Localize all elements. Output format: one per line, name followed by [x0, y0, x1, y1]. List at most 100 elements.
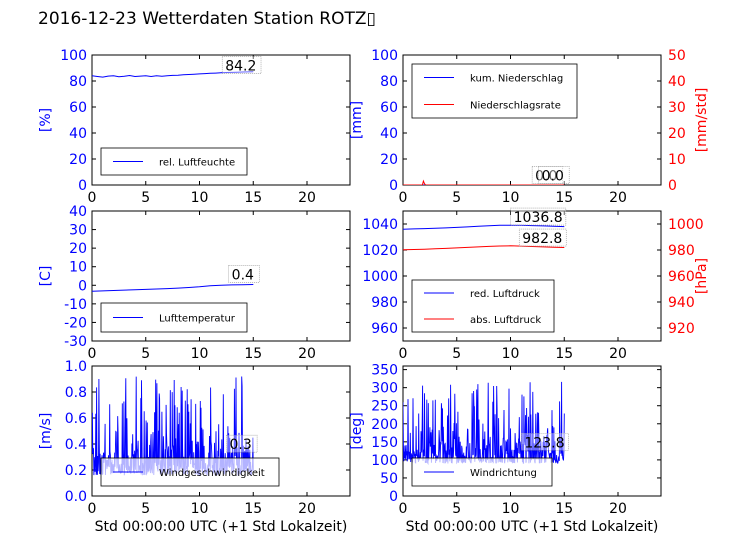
y-axis-label: [mm] — [349, 101, 365, 139]
x-tick-label: 10 — [191, 501, 209, 517]
y-tick-label-right: 940 — [668, 295, 695, 311]
y-tick-label: 100 — [371, 453, 398, 469]
series-line-precipitation-1 — [403, 179, 565, 185]
y-tick-label: -20 — [64, 315, 87, 331]
panel-temperature: 0 5 10 15 20 -30 -20 -10 0 10 20 30 40 [C] 0.4 Lufttemp… — [38, 204, 351, 362]
y-axis-label-right: [mm/std] — [694, 88, 710, 153]
y-tick-label: 40 — [69, 204, 87, 220]
x-tick-label: 10 — [191, 346, 209, 362]
y-tick-label: 100 — [60, 48, 87, 64]
series-line-pressure-0 — [403, 224, 565, 230]
x-tick-label: 20 — [609, 190, 627, 206]
x-tick-label: 5 — [452, 501, 461, 517]
y-tick-label: 960 — [371, 321, 398, 337]
x-axis-label: Std 00:00:00 UTC (+1 Std Lokalzeit) — [95, 519, 348, 535]
y-tick-label: 30 — [69, 223, 87, 239]
legend-label: Niederschlagsrate — [470, 101, 561, 112]
annotation-box — [510, 207, 567, 226]
y-tick-label: 100 — [371, 48, 398, 64]
x-tick-label: 0 — [399, 346, 408, 362]
y-tick-label: 200 — [371, 417, 398, 433]
legend-windspeed: Windgeschwindigkeit — [100, 457, 280, 487]
y-tick-label: 40 — [69, 126, 87, 142]
y-axis-label-right: [hPa] — [694, 258, 710, 294]
series-line-winddirection-0 — [403, 381, 565, 466]
y-tick-label: 20 — [69, 241, 87, 257]
y-tick-label: 80 — [380, 74, 398, 90]
annotation-label: 0.0 — [535, 168, 557, 184]
figure-title: 2016-12-23 Wetterdaten Station ROTZ▯ — [38, 9, 376, 29]
y-tick-label: 10 — [69, 260, 87, 276]
x-tick-label: 10 — [502, 501, 520, 517]
y-tick-label-right: 20 — [668, 126, 686, 142]
panel-pressure: 0 5 10 15 20 960 980 1000 1020 1040 920 940 960 980 10… — [362, 207, 710, 362]
legend-pressure: red. Luftdruck abs. Luftdruck — [411, 279, 555, 333]
y-tick-label: 0.2 — [65, 463, 87, 479]
annotation-label: 84.2 — [225, 59, 256, 75]
x-axis-label: Std 00:00:00 UTC (+1 Std Lokalzeit) — [406, 519, 659, 535]
legend-label: rel. Luftfeuchte — [159, 158, 235, 169]
x-tick-label: 10 — [502, 190, 520, 206]
x-tick-label: 5 — [141, 501, 150, 517]
y-tick-label: 1000 — [362, 269, 398, 285]
axes-frame — [91, 54, 351, 186]
annotation-label: 0.0 — [542, 168, 564, 184]
x-tick-label: 5 — [141, 346, 150, 362]
x-tick-label: 0 — [88, 346, 97, 362]
y-tick-label: 60 — [380, 100, 398, 116]
y-tick-label: 50 — [380, 471, 398, 487]
legend-label: Lufttemperatur — [159, 314, 236, 325]
y-tick-label: 300 — [371, 381, 398, 397]
y-tick-label: 0.4 — [65, 437, 87, 453]
legend-label: Windgeschwindigkeit — [159, 468, 265, 479]
legend-temperature: Lufttemperatur — [100, 302, 248, 333]
y-tick-label-right: 960 — [668, 269, 695, 285]
y-tick-label: 1040 — [362, 217, 398, 233]
annotation-box — [521, 432, 569, 451]
annotation-label: 0.4 — [232, 267, 254, 283]
x-tick-label: 20 — [298, 190, 316, 206]
y-axis-label: [C] — [38, 266, 54, 287]
y-axis-label: [m/s] — [38, 413, 54, 450]
y-tick-label: 1.0 — [65, 359, 87, 375]
x-tick-label: 5 — [141, 190, 150, 206]
panel-humidity: 0 5 10 15 20 0 20 40 60 80 100 [%] 84.2 rel. Luftfeuc… — [38, 48, 351, 206]
y-tick-label: 980 — [371, 295, 398, 311]
legend-humidity: rel. Luftfeuchte — [100, 147, 248, 176]
y-tick-label: 20 — [69, 152, 87, 168]
y-tick-label-right: 0 — [668, 178, 677, 194]
annotation-box — [538, 166, 570, 184]
annotation-box — [221, 56, 262, 74]
annotation-box — [228, 265, 260, 283]
x-tick-label: 15 — [555, 190, 573, 206]
y-tick-label-right: 50 — [668, 48, 686, 64]
y-tick-label: 0.6 — [65, 411, 87, 427]
y-tick-label-right: 10 — [668, 152, 686, 168]
panel-windspeed: 0 5 10 15 20 0.0 0.2 0.4 0.6 0.8 1.0 [m/s] Std 00:00… — [38, 359, 351, 535]
x-tick-label: 20 — [609, 501, 627, 517]
y-tick-label: 150 — [371, 435, 398, 451]
y-tick-label-right: 40 — [668, 74, 686, 90]
panel-precipitation: 0 5 10 15 20 0 20 40 60 80 100 0 10 20 30 40 50 [mm/std] [… — [349, 48, 710, 206]
x-tick-label: 0 — [88, 190, 97, 206]
y-axis-label: [%] — [38, 108, 54, 132]
y-tick-label: 350 — [371, 363, 398, 379]
series-line-humidity-0 — [92, 71, 254, 78]
x-tick-label: 20 — [298, 501, 316, 517]
annotation-box — [518, 228, 567, 247]
axes-frame — [91, 210, 351, 342]
annotation-label: 123.8 — [524, 435, 564, 451]
y-tick-label: 80 — [69, 74, 87, 90]
y-tick-label: 0 — [78, 178, 87, 194]
x-tick-label: 5 — [452, 190, 461, 206]
x-tick-label: 15 — [244, 501, 262, 517]
y-tick-label: 1020 — [362, 243, 398, 259]
x-tick-label: 20 — [609, 346, 627, 362]
y-tick-label-right: 30 — [668, 100, 686, 116]
legend-label: Windrichtung — [470, 468, 537, 479]
annotation-box — [531, 166, 564, 184]
legend-precipitation: kum. Niederschlag Niederschlagsrate — [411, 63, 578, 119]
